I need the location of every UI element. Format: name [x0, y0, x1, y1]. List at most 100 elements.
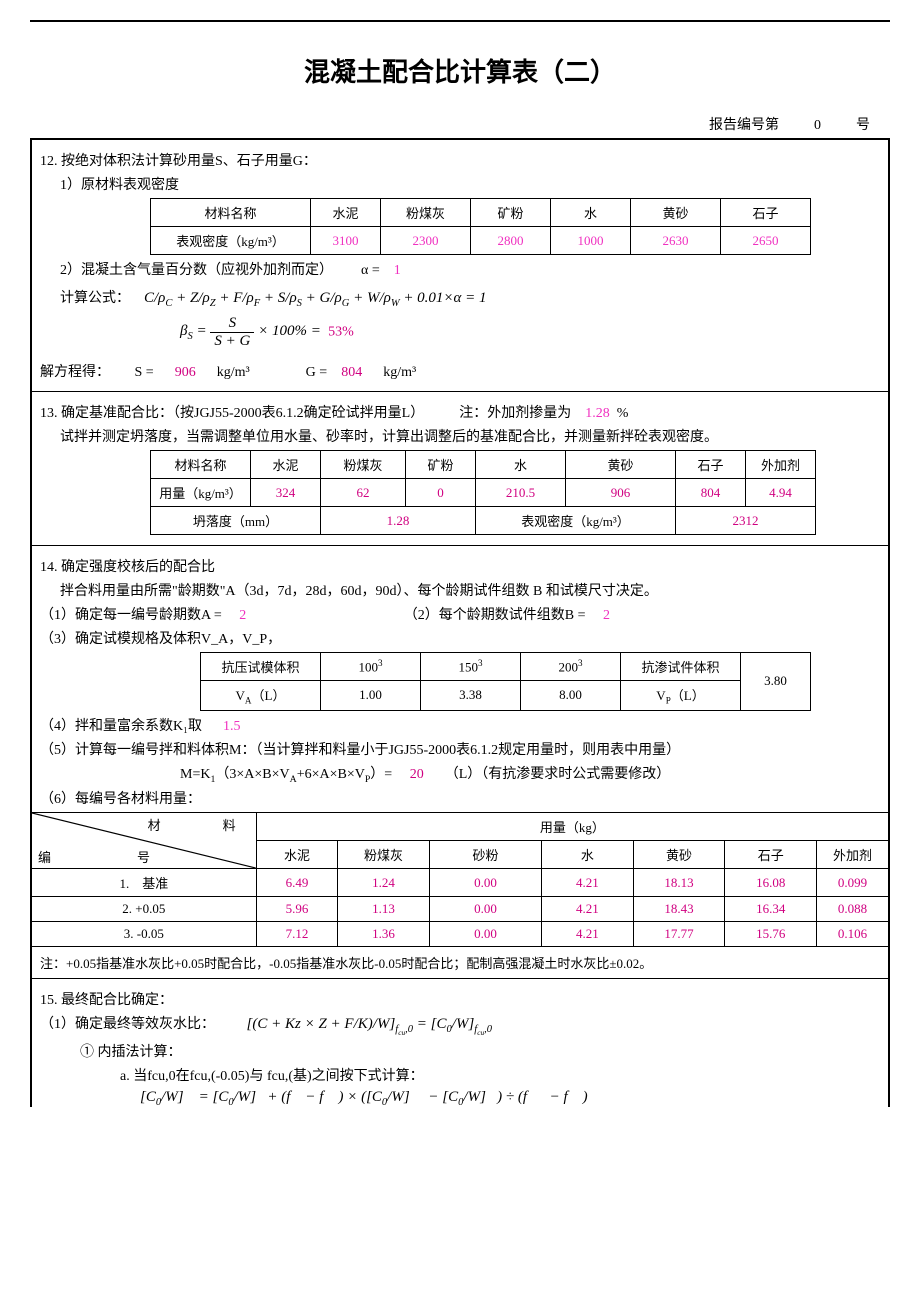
s12-t1-c4: 黄砂 [631, 199, 721, 227]
s14-p4: （4）拌和量富余系数K₁取 [40, 719, 202, 734]
mat-r1-v2: 0.00 [429, 897, 541, 922]
s15-formula1: [(C + Kz × Z + F/K)/W]fcu,0 = [C0/W]fcu,… [247, 1016, 493, 1032]
s12-t1-v4: 2630 [631, 227, 721, 255]
s13-c1: 粉煤灰 [321, 451, 406, 479]
s13-v0: 324 [251, 479, 321, 507]
s12-alpha: 1 [394, 263, 401, 278]
s13-c6: 外加剂 [746, 451, 816, 479]
s12-solve-label: 解方程得： [40, 365, 110, 380]
mat-row-0: 1. 基准 6.49 1.24 0.00 4.21 18.13 16.08 0.… [32, 869, 888, 897]
s12-t1-c5: 石子 [721, 199, 811, 227]
diag-header: 材 料 编 号 [32, 813, 256, 869]
mat-r1-label: 2. +0.05 [32, 897, 256, 922]
page-title: 混凝土配合比计算表（二） [30, 52, 890, 89]
s13-c0: 水泥 [251, 451, 321, 479]
mat-r2-v0: 7.12 [256, 922, 338, 947]
mold-vp: 3.80 [741, 653, 811, 711]
section-14: 14. 确定强度校核后的配合比 拌合料用量由所需"龄期数"A（3d，7d，28d… [32, 546, 888, 979]
mold-h2: VA（L） [201, 681, 321, 711]
s12-density-table: 材料名称 水泥 粉煤灰 矿粉 水 黄砂 石子 表观密度（kg/m³） 3100 … [150, 198, 811, 255]
mold-c2: 1503 [421, 653, 521, 681]
s12-calc-label: 计算公式： [40, 291, 130, 306]
mold-h4: VP（L） [621, 681, 741, 711]
s-unit: kg/m³ [217, 365, 250, 380]
s15-p1: （1）确定最终等效灰水比： [40, 1017, 215, 1032]
mat-r1-v6: 0.088 [817, 897, 888, 922]
mat-r1-v5: 16.34 [725, 897, 817, 922]
s14-p5-suffix: （L）（有抗渗要求时公式需要修改） [445, 767, 671, 782]
s12-t1-c0: 水泥 [311, 199, 381, 227]
mat-r1-v1: 1.13 [338, 897, 430, 922]
report-value: 0 [783, 118, 853, 134]
mat-r2-v1: 1.36 [338, 922, 430, 947]
s14-p2: （2）每个龄期数试件组数B = [404, 608, 586, 623]
s13-density-val: 2312 [676, 507, 816, 535]
mat-r2-label: 3. -0.05 [32, 922, 256, 947]
mat-r0-v6: 0.099 [817, 869, 888, 897]
s12-sub2-line: 2）混凝土含气量百分数（应视外加剂而定） α = 1 [40, 259, 880, 279]
s13-v1: 62 [321, 479, 406, 507]
s13-c2: 矿粉 [406, 451, 476, 479]
s13-v4: 906 [566, 479, 676, 507]
mat-r2-v5: 15.76 [725, 922, 817, 947]
mat-row-1: 2. +0.05 5.96 1.13 0.00 4.21 18.43 16.34… [32, 897, 888, 922]
mat-r0-v2: 0.00 [429, 869, 541, 897]
section-12: 12. 按绝对体积法计算砂用量S、石子用量G： 1）原材料表观密度 材料名称 水… [32, 140, 888, 392]
mat-r0-v4: 18.13 [633, 869, 725, 897]
mat-c5: 石子 [725, 841, 817, 869]
s13-hdensity: 表观密度（kg/m³） [476, 507, 676, 535]
s15-p1a: ① 内插法计算： [40, 1041, 880, 1061]
mat-c3: 水 [542, 841, 634, 869]
s-label: S = [135, 365, 154, 380]
s13-v6: 4.94 [746, 479, 816, 507]
s14-p4-val: 1.5 [223, 719, 241, 734]
s12-sub1: 1）原材料表观密度 [40, 174, 880, 194]
mat-r2-v4: 17.77 [633, 922, 725, 947]
beta-suffix: × 100% = [258, 323, 321, 339]
s15-p1a1: a. 当fcu,0在fcu,(-0.05)与 fcu,(基)之间按下式计算： [40, 1065, 880, 1085]
s12-t1-v0: 3100 [311, 227, 381, 255]
s12-t1-v1: 2300 [381, 227, 471, 255]
s13-c4: 黄砂 [566, 451, 676, 479]
mat-r2-v2: 0.00 [429, 922, 541, 947]
mat-r1-v4: 18.43 [633, 897, 725, 922]
mat-r0-v1: 1.24 [338, 869, 430, 897]
s14-line1: 拌合料用量由所需"龄期数"A（3d，7d，28d，60d，90d）、每个龄期试件… [40, 580, 880, 600]
g-unit: kg/m³ [383, 365, 416, 380]
s12-t1-hdens: 表观密度（kg/m³） [151, 227, 311, 255]
s14-footnote: 注：+0.05指基准水灰比+0.05时配合比，-0.05指基准水灰比-0.05时… [32, 947, 888, 979]
mold-v2: 3.38 [421, 681, 521, 711]
diag-bot: 编 号 [38, 847, 170, 866]
s14-mold-table: 抗压试模体积 1003 1503 2003 抗渗试件体积 3.80 VA（L） … [200, 652, 811, 711]
g-val: 804 [341, 365, 362, 380]
s14-heading: 14. 确定强度校核后的配合比 [40, 556, 880, 576]
diag-top: 材 料 [148, 815, 248, 834]
s13-hname: 材料名称 [151, 451, 251, 479]
report-number-line: 报告编号第 0 号 [30, 114, 890, 134]
s14-p2-val: 2 [603, 608, 610, 623]
mat-row-2: 3. -0.05 7.12 1.36 0.00 4.21 17.77 15.76… [32, 922, 888, 947]
g-label: G = [306, 365, 328, 380]
s12-beta-row: βS = SS + G × 100% = 53% [40, 315, 880, 349]
s14-p1: （1）确定每一编号龄期数A = [40, 608, 222, 623]
mat-r0-v0: 6.49 [256, 869, 338, 897]
s13-hslump: 坍落度（mm） [151, 507, 321, 535]
s13-v2: 0 [406, 479, 476, 507]
s13-table: 材料名称 水泥 粉煤灰 矿粉 水 黄砂 石子 外加剂 用量（kg/m³） 324… [150, 450, 816, 535]
mat-r1-v0: 5.96 [256, 897, 338, 922]
report-prefix: 报告编号第 [709, 118, 779, 133]
s14-p5-formula: M=K1（3×A×B×VA+6×A×B×VP）= [180, 767, 392, 782]
mat-c6: 外加剂 [817, 841, 888, 869]
s12-heading: 12. 按绝对体积法计算砂用量S、石子用量G： [40, 150, 880, 170]
s13-v5: 804 [676, 479, 746, 507]
s14-p6: （6）每编号各材料用量： [40, 788, 880, 808]
s14-p3: （3）确定试模规格及体积V_A，V_P， [40, 628, 880, 648]
mat-hqty: 用量（kg） [256, 813, 888, 841]
mat-r2-v6: 0.106 [817, 922, 888, 947]
s15-cut-formula: [C0/W] = [C0/W] + (f − f ) × ([C0/W] − [… [40, 1089, 880, 1107]
s15-p1-row: （1）确定最终等效灰水比： [(C + Kz × Z + F/K)/W]fcu,… [40, 1013, 880, 1037]
s14-p1-row: （1）确定每一编号龄期数A = 2 （2）每个龄期数试件组数B = 2 [40, 604, 880, 624]
s12-alpha-label: α = [361, 263, 380, 278]
s14-p5-val: 20 [410, 767, 424, 782]
s13-v3: 210.5 [476, 479, 566, 507]
